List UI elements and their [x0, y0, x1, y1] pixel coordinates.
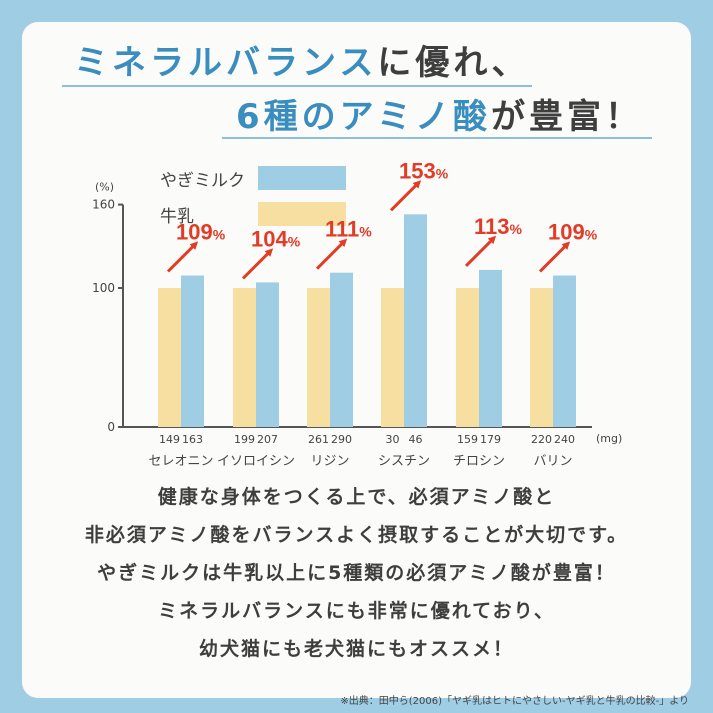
mg-label-goat-3: 46 — [409, 433, 423, 446]
title-line-1: ミネラルバランスに優れ、 — [74, 46, 530, 80]
percent-label-5: 109% — [548, 219, 598, 244]
bar-cow-1 — [233, 288, 256, 427]
title-highlight-1: ミネラルバランス — [74, 43, 378, 83]
y-tick-label: 0 — [107, 420, 115, 434]
category-label-0: セレオニン — [148, 454, 213, 469]
mg-label-cow-5: 220 — [531, 433, 552, 446]
legend-label-cow: 牛乳 — [160, 207, 194, 227]
legend-swatch-cow — [258, 202, 346, 226]
bar-goat-4 — [479, 269, 502, 427]
bar-cow-4 — [456, 288, 479, 427]
growth-arrow-1 — [241, 248, 274, 280]
mg-label-goat-5: 240 — [554, 433, 575, 446]
body-text: 健康な身体をつくる上で、必須アミノ酸と 非必須アミノ酸をバランスよく摂取すること… — [0, 478, 713, 668]
title-rest-2: が豊富！ — [490, 97, 643, 137]
mg-label-goat-1: 207 — [257, 433, 278, 446]
mg-label-cow-2: 261 — [308, 433, 329, 446]
bar-goat-5 — [553, 275, 576, 427]
bar-goat-0 — [181, 275, 204, 427]
category-label-4: チロシン — [453, 454, 505, 469]
title-highlight-2: 6種のアミノ酸 — [236, 97, 491, 137]
mg-label-cow-0: 149 — [159, 433, 180, 446]
body-line-4: ミネラルバランスにも非常に優れており、 — [158, 600, 555, 622]
content-card — [22, 22, 691, 698]
mg-label-goat-0: 163 — [182, 433, 203, 446]
title-underline-1 — [62, 85, 532, 87]
percent-label-3: 153% — [399, 158, 449, 183]
x-unit-label: (mg) — [596, 432, 622, 445]
legend-label-goat: やぎミルク — [160, 171, 245, 191]
growth-arrow-2 — [315, 238, 348, 270]
percent-label-2: 111% — [325, 217, 372, 242]
mg-label-cow-4: 159 — [457, 433, 478, 446]
bar-goat-1 — [256, 282, 279, 427]
percent-label-4: 113% — [474, 214, 523, 239]
mg-label-cow-1: 199 — [234, 433, 255, 446]
growth-arrow-0 — [166, 241, 199, 273]
mg-label-cow-3: 30 — [386, 433, 400, 446]
category-label-1: イソロイシン — [217, 454, 295, 469]
growth-arrow-5 — [538, 241, 571, 273]
bar-cow-3 — [381, 288, 404, 427]
y-tick-label: 160 — [92, 198, 115, 212]
bar-goat-2 — [330, 272, 353, 427]
percent-label-0: 109% — [176, 219, 226, 244]
mg-label-goat-2: 290 — [331, 433, 352, 446]
body-line-2: 非必須アミノ酸をバランスよく摂取することが大切です。 — [84, 524, 629, 546]
body-line-3: やぎミルクは牛乳以上に5種類の必須アミノ酸が豊富！ — [97, 562, 616, 584]
y-unit-label: (%) — [95, 181, 114, 194]
bar-cow-2 — [307, 288, 330, 427]
category-label-2: リジン — [310, 454, 349, 469]
title-rest-1: に優れ、 — [377, 43, 530, 83]
bar-cow-5 — [530, 288, 553, 427]
growth-arrow-4 — [464, 235, 497, 267]
y-tick-label: 100 — [92, 281, 115, 295]
title-line-2: 6種のアミノ酸が豊富！ — [236, 100, 643, 134]
mg-label-goat-4: 179 — [480, 433, 501, 446]
source-citation: ※出典：田中ら(2006)「ヤギ乳はヒトにやさしい-ヤギ乳と牛乳の比較-」より — [340, 696, 689, 707]
bar-goat-3 — [404, 214, 427, 427]
body-line-1: 健康な身体をつくる上で、必須アミノ酸と — [157, 486, 556, 508]
growth-arrow-3 — [389, 180, 422, 212]
bar-cow-0 — [158, 288, 181, 427]
title-underline-2 — [222, 137, 652, 139]
legend-swatch-goat — [258, 166, 346, 190]
body-line-5: 幼犬猫にも老犬猫にもオススメ！ — [198, 638, 514, 660]
category-label-5: バリン — [533, 454, 572, 469]
percent-label-1: 104% — [251, 226, 301, 251]
category-label-3: シスチン — [378, 454, 430, 469]
